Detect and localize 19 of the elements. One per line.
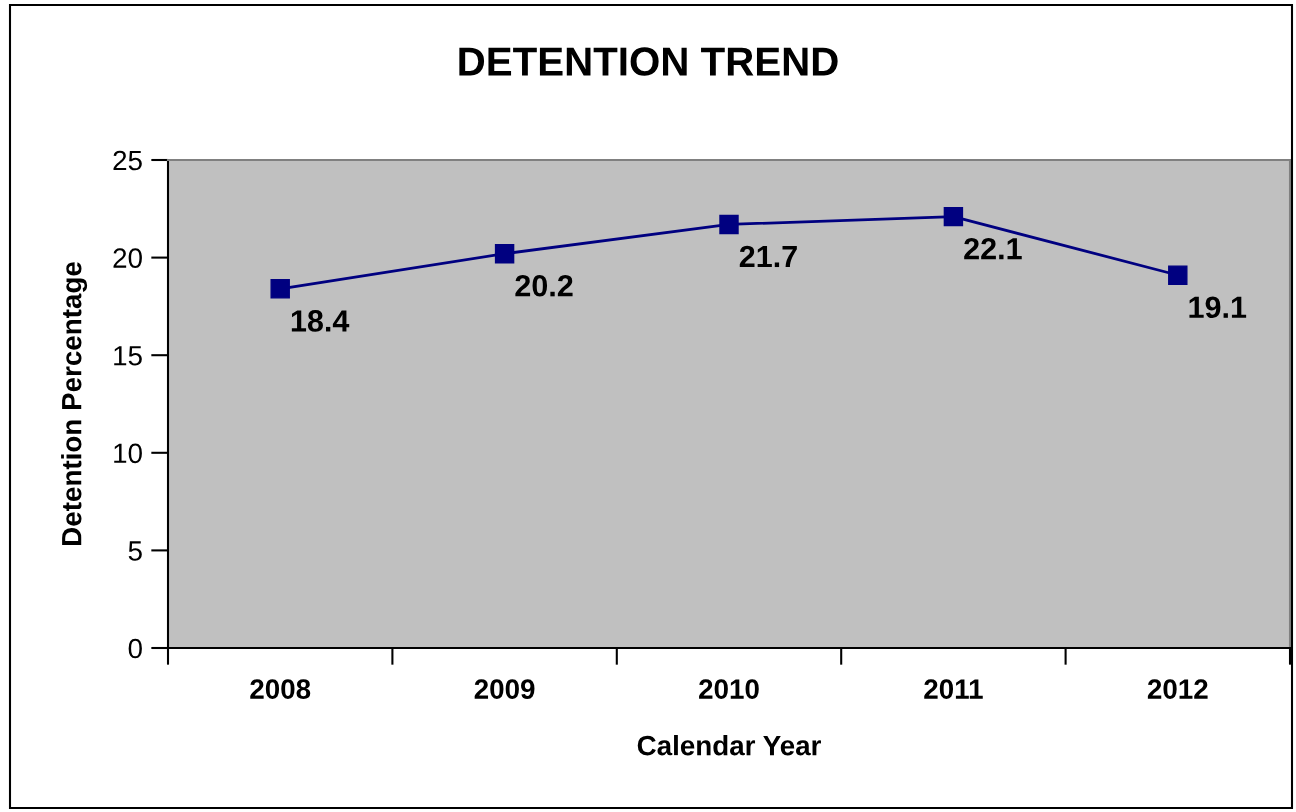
data-label: 20.2 bbox=[515, 274, 573, 297]
x-axis-title: Calendar Year bbox=[637, 735, 821, 756]
x-tick-label: 2012 bbox=[1147, 679, 1208, 699]
data-label: 21.7 bbox=[739, 245, 797, 268]
chart-title: DETENTION TREND bbox=[459, 47, 838, 76]
data-label: 19.1 bbox=[1189, 296, 1247, 319]
y-tick-label: 20 bbox=[113, 248, 142, 268]
x-tick-label: 2009 bbox=[474, 679, 535, 699]
y-tick-label: 10 bbox=[114, 443, 142, 464]
y-tick-label: 5 bbox=[128, 541, 142, 561]
y-tick-label: 25 bbox=[113, 150, 142, 171]
x-tick-label: 2010 bbox=[699, 679, 759, 699]
y-tick-label: 15 bbox=[114, 346, 142, 366]
data-label: 22.1 bbox=[964, 237, 1022, 260]
y-tick-label: 0 bbox=[128, 638, 142, 659]
data-label: 18.4 bbox=[291, 310, 350, 332]
y-axis-title: Detention Percentage bbox=[61, 262, 88, 545]
x-tick-label: 2008 bbox=[250, 679, 311, 699]
x-tick-label: 2011 bbox=[924, 679, 983, 699]
